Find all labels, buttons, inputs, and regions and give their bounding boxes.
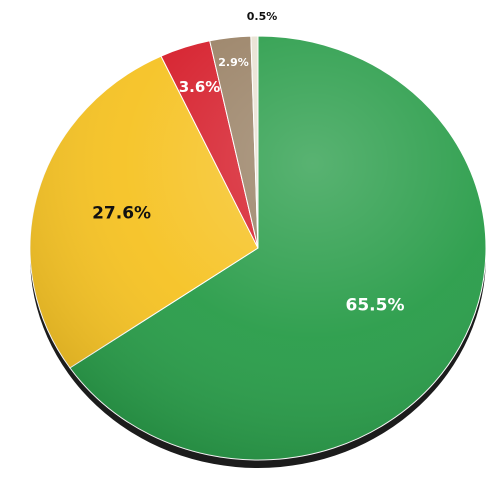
pie-slice-label-2: 27.6% bbox=[92, 204, 151, 224]
pie-labels: 65.5% 27.6% 3.6% 2.9% 0.5% bbox=[92, 10, 404, 315]
pie-slice-label-4: 2.9% bbox=[218, 56, 249, 69]
pie-slice-label-3: 3.6% bbox=[179, 78, 221, 96]
pie-slice-label-5: 0.5% bbox=[247, 10, 278, 23]
pie-slices bbox=[29, 35, 487, 461]
pie-slice-label-1: 65.5% bbox=[346, 295, 405, 315]
